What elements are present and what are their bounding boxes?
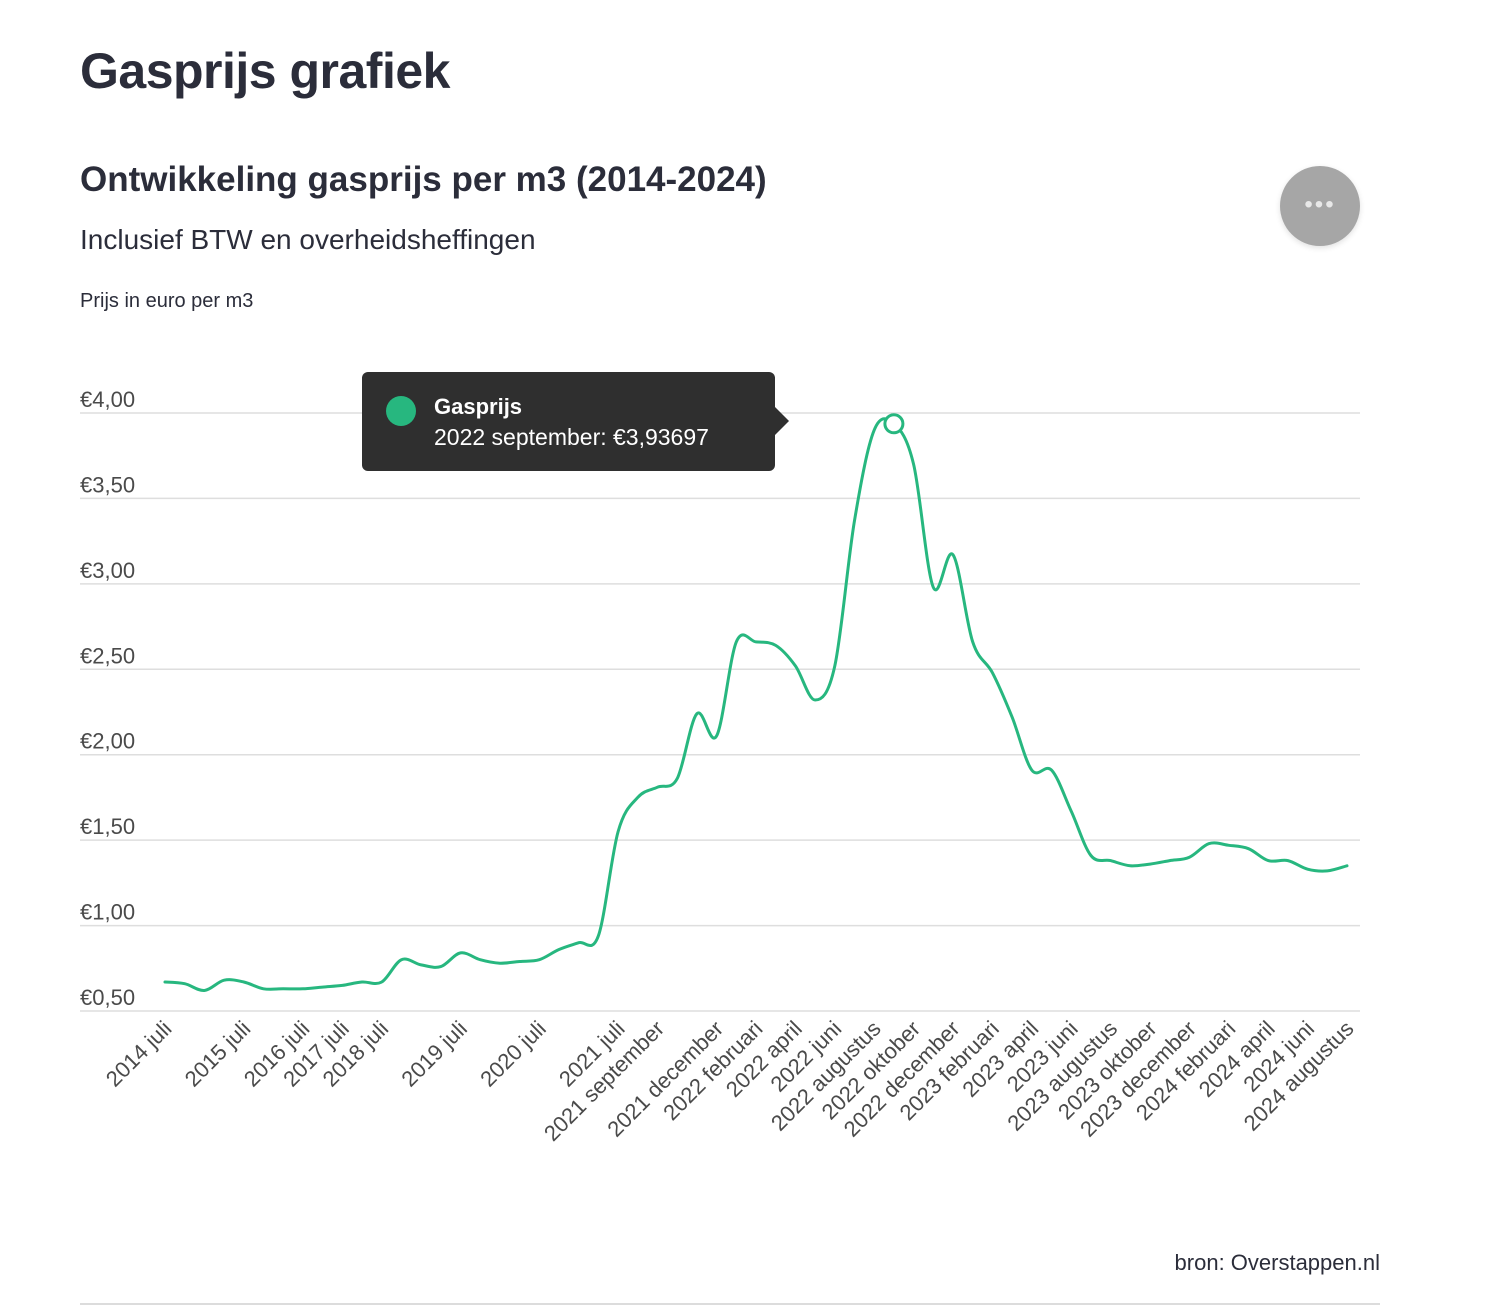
data-point[interactable] — [575, 939, 583, 947]
y-tick-label: €2,00 — [80, 729, 135, 754]
data-point[interactable] — [811, 696, 819, 704]
data-point[interactable] — [1107, 857, 1115, 865]
chart-title: Ontwikkeling gasprijs per m3 (2014-2024) — [80, 160, 767, 199]
data-point[interactable] — [1048, 766, 1056, 774]
y-tick-label: €3,00 — [80, 558, 135, 583]
data-point[interactable] — [437, 963, 445, 971]
data-point[interactable] — [1225, 841, 1233, 849]
data-point[interactable] — [319, 983, 327, 991]
tooltip-arrow — [775, 407, 789, 435]
footer-divider — [80, 1303, 1380, 1305]
data-point[interactable] — [1304, 865, 1312, 873]
data-point[interactable] — [1087, 852, 1095, 860]
data-point[interactable] — [634, 793, 642, 801]
data-point[interactable] — [594, 932, 602, 940]
data-point[interactable] — [279, 985, 287, 993]
data-point[interactable] — [929, 583, 937, 591]
data-point[interactable] — [732, 638, 740, 646]
data-point[interactable] — [1185, 853, 1193, 861]
series-lines — [163, 417, 1349, 993]
x-tick-label: 2019 juli — [396, 1016, 472, 1092]
data-point[interactable] — [831, 662, 839, 670]
data-point[interactable] — [1126, 862, 1134, 870]
x-tick-label: 2014 juli — [101, 1016, 177, 1092]
data-point[interactable] — [260, 985, 268, 993]
data-point[interactable] — [870, 426, 878, 434]
data-point[interactable] — [535, 956, 543, 964]
data-point[interactable] — [378, 978, 386, 986]
data-point[interactable] — [555, 945, 563, 953]
y-tick-label: €1,50 — [80, 814, 135, 839]
data-point[interactable] — [1205, 840, 1213, 848]
y-tick-label: €3,50 — [80, 472, 135, 497]
data-point[interactable] — [772, 641, 780, 649]
data-point[interactable] — [851, 517, 859, 525]
source-credit: bron: Overstappen.nl — [1174, 1250, 1380, 1275]
y-axis-ticks: €4,00 €3,50 €3,00 €2,50 €2,00 €1,50 €1,00 €0,50 — [80, 387, 135, 1010]
page-title: Gasprijs grafiek — [80, 43, 450, 99]
data-point[interactable] — [516, 957, 524, 965]
data-point[interactable] — [240, 978, 248, 986]
data-point[interactable] — [220, 976, 228, 984]
y-tick-label: €1,00 — [80, 900, 135, 925]
data-point[interactable] — [1323, 867, 1331, 875]
data-point[interactable] — [1028, 766, 1036, 774]
tooltip-value: 2022 september: €3,93697 — [434, 424, 709, 450]
data-point[interactable] — [1008, 713, 1016, 721]
data-point[interactable] — [1067, 807, 1075, 815]
data-point[interactable] — [752, 638, 760, 646]
chart-menu-button[interactable]: ••• — [1280, 166, 1360, 246]
highlighted-data-point[interactable] — [883, 413, 905, 435]
data-points[interactable] — [161, 413, 1351, 995]
data-point[interactable] — [614, 828, 622, 836]
data-point[interactable] — [1343, 862, 1351, 870]
data-point[interactable] — [397, 956, 405, 964]
x-tick-label: 2020 juli — [475, 1016, 551, 1092]
data-point[interactable] — [988, 669, 996, 677]
tooltip-series-name: Gasprijs — [434, 394, 523, 419]
series-color-dot — [386, 396, 416, 426]
data-point[interactable] — [713, 732, 721, 740]
data-point[interactable] — [1166, 857, 1174, 865]
data-point[interactable] — [949, 551, 957, 559]
gridlines — [80, 412, 1360, 1012]
y-tick-label: €2,50 — [80, 643, 135, 668]
y-axis-label: Prijs in euro per m3 — [80, 290, 254, 312]
data-point[interactable] — [338, 981, 346, 989]
data-point[interactable] — [910, 460, 918, 468]
data-point[interactable] — [693, 710, 701, 718]
more-horizontal-icon[interactable]: ••• — [1304, 191, 1336, 218]
data-point[interactable] — [181, 980, 189, 988]
series-line-gasprijs — [163, 417, 1349, 993]
tooltip: Gasprijs 2022 september: €3,93697 — [362, 372, 775, 471]
y-tick-label: €0,50 — [80, 985, 135, 1010]
data-point[interactable] — [299, 985, 307, 993]
data-point[interactable] — [417, 961, 425, 969]
y-tick-label: €4,00 — [80, 387, 135, 412]
data-point[interactable] — [1264, 857, 1272, 865]
data-point[interactable] — [791, 662, 799, 670]
data-point[interactable] — [654, 783, 662, 791]
data-point[interactable] — [969, 638, 977, 646]
data-point[interactable] — [1284, 857, 1292, 865]
data-point[interactable] — [200, 986, 208, 994]
data-point[interactable] — [457, 949, 465, 957]
chart-subtitle: Inclusief BTW en overheidsheffingen — [80, 224, 536, 255]
data-point[interactable] — [476, 956, 484, 964]
data-point[interactable] — [358, 978, 366, 986]
data-point[interactable] — [161, 978, 169, 986]
data-point[interactable] — [1245, 845, 1253, 853]
data-point[interactable] — [1146, 860, 1154, 868]
data-point[interactable] — [496, 959, 504, 967]
data-point[interactable] — [673, 775, 681, 783]
